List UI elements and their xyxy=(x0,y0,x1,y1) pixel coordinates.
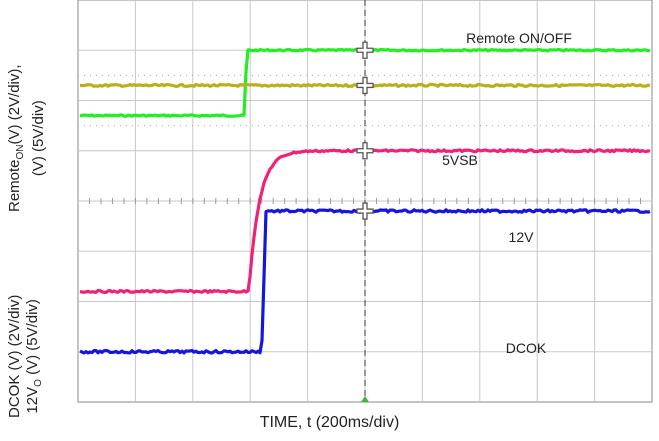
cursor-marker xyxy=(356,142,374,160)
cursor-marker xyxy=(356,76,374,95)
trace-label-dcok: DCOK xyxy=(506,340,547,356)
cursor-marker-cross xyxy=(356,202,374,220)
y-axis-label-bottom: DCOK (V) (2V/div) 12VO (V) (5V/div) xyxy=(6,294,44,418)
cursor-marker-cross xyxy=(356,76,374,95)
y-axis-label-top: RemoteON(V) (2V/div), (V) (5V/div) xyxy=(6,64,47,212)
trace-label-12v: 12V xyxy=(509,229,535,245)
cursor-marker-cross xyxy=(356,41,374,59)
trace-label-5vsb: 5VSB xyxy=(442,152,478,168)
trace-label-remote-on-off: Remote ON/OFF xyxy=(466,30,572,46)
cursor-marker-cross xyxy=(356,142,374,160)
cursor-marker xyxy=(356,202,374,220)
cursor-marker xyxy=(356,41,374,59)
trace-labels: Remote ON/OFF 5VSB 12V DCOK xyxy=(442,30,572,356)
trigger-marker xyxy=(361,396,369,402)
x-axis-label: TIME, t (200ms/div) xyxy=(259,414,400,431)
time-cursor xyxy=(356,0,374,402)
